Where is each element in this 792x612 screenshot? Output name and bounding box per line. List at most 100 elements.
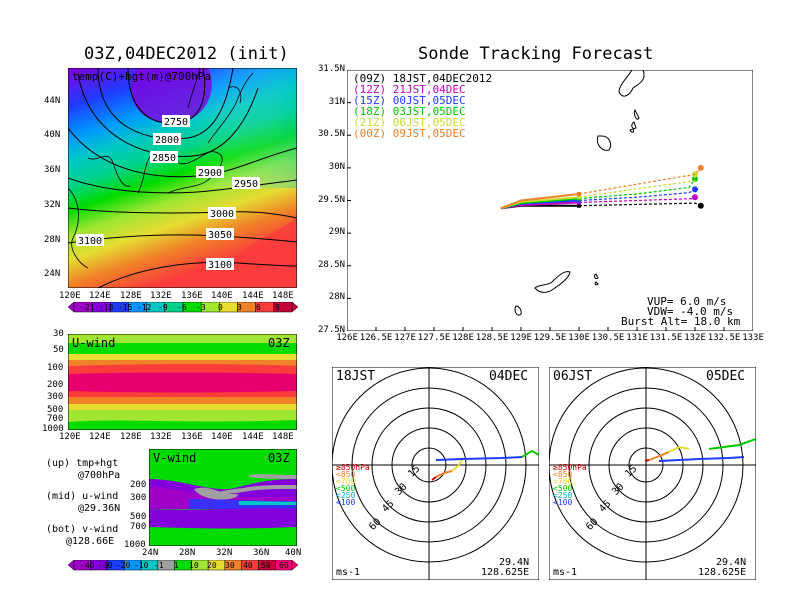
right-title: Sonde Tracking Forecast <box>418 44 654 64</box>
colorbar-tick: -30 <box>98 561 113 570</box>
contour-label: 3050 <box>208 230 232 241</box>
hodo-frame <box>549 367 756 580</box>
temp-colorbar-end-right <box>291 302 299 313</box>
lon-tick: 120E <box>59 291 81 301</box>
v-wind-panel: V-wind 03Z <box>148 448 298 547</box>
hodo-time: 06JST <box>553 369 592 384</box>
sonde-track-plot: (09Z) 18JST,04DEC2012(12Z) 21JST,04DEC(1… <box>347 70 753 331</box>
hodo-legend-entry: <700 <box>336 477 355 486</box>
colorbar-tick: -1 <box>154 561 164 570</box>
lat-tick: 32N <box>216 548 233 558</box>
track-lon-tick: 132.5E <box>707 333 741 343</box>
lon-tick: 136E <box>181 432 203 442</box>
colorbar-tick: 40 <box>243 561 253 570</box>
landing-marker <box>692 186 698 193</box>
hodo-legend-entry: <100 <box>553 498 572 507</box>
hodo-date: 05DEC <box>706 369 745 384</box>
v-wind-svg: V-wind 03Z <box>148 448 298 547</box>
hodo-legend-entry: ≥850hPa <box>336 463 370 472</box>
track-lines <box>500 164 704 210</box>
contour-label: 3100 <box>208 260 232 271</box>
hodo-trace <box>658 456 745 462</box>
p-tick: 700 <box>47 414 64 424</box>
hodo-unit: ms-1 <box>553 567 577 578</box>
hodo-legend-entry: <850 <box>336 470 355 479</box>
legend-entry: (12Z) 21JST,04DEC <box>353 83 466 96</box>
u-wind-label: U-wind <box>72 336 115 350</box>
track-lat-tick: 27.5N <box>318 325 346 335</box>
legend-entry: (09Z) 18JST,04DEC2012 <box>353 72 492 85</box>
lon-tick: 124E <box>89 291 111 301</box>
contour-labels: 2750 2800 2850 2900 2950 3000 3050 3100 … <box>76 115 260 271</box>
burst-marker <box>577 191 581 196</box>
colorbar-tick: 9 <box>275 303 280 312</box>
track-line-descent <box>578 202 702 207</box>
contour-label: 2950 <box>234 179 258 190</box>
p-tick: 700 <box>130 522 147 532</box>
islands <box>514 70 645 316</box>
p-tick: 300 <box>130 493 147 503</box>
track-lon-tick: 131E <box>626 333 648 343</box>
lon-tick: 136E <box>181 291 203 301</box>
lon-tick: 140E <box>211 291 233 301</box>
lon-tick: 124E <box>89 432 111 442</box>
lat-tick: 44N <box>44 96 61 106</box>
track-lon-tick: 133E <box>742 333 764 343</box>
track-line-descent <box>578 178 696 200</box>
colorbar-tick: -18 <box>99 303 114 312</box>
param-vdw: VDW= -4.0 m/s <box>647 305 733 318</box>
track-lon-tick: 128E <box>452 333 474 343</box>
wind-colorbar-labels: -40 -30 -20 -10 -1 1 10 20 30 40 50 60 <box>68 561 298 571</box>
landing-marker <box>697 164 704 171</box>
track-lat-tick: 29N <box>328 227 346 238</box>
hodo-frame <box>332 367 539 580</box>
track-lon-tick: 131.5E <box>649 333 683 343</box>
lon-tick: 128E <box>120 291 142 301</box>
hodo-legend-entry: <850 <box>553 470 572 479</box>
side-label-line: (up) tmp+hgt <box>46 458 119 469</box>
param-vup: VUP= 6.0 m/s <box>647 295 726 308</box>
hodo-trace <box>521 449 539 458</box>
side-label-up: (up) tmp+hgt @700hPa <box>46 458 120 482</box>
colorbar-tick: 3 <box>237 303 242 312</box>
lat-tick: 28N <box>44 235 61 245</box>
wind-colorbar <box>68 560 299 571</box>
legend-entry: (21Z) 06JST,05DEC <box>353 116 466 129</box>
colorbar-tick: 10 <box>189 561 199 570</box>
hodo-unit: ms-1 <box>336 567 360 578</box>
side-label-bot: (bot) v-wind @128.66E <box>46 524 118 548</box>
colorbar-tick: -3 <box>196 303 206 312</box>
temp-colorbar-labels: -21 -18 -15 -12 -9 -6 -3 0 3 6 9 <box>68 303 298 313</box>
map-variable-label: temp(C)+hgt(m)@700hPa <box>72 70 211 83</box>
hodo-trace <box>648 451 670 461</box>
track-line-descent <box>578 167 702 195</box>
track-lat-tick: 30N <box>328 161 346 172</box>
colorbar-tick: -21 <box>80 303 95 312</box>
p-tick: 30 <box>53 329 64 339</box>
lat-tick: 24N <box>44 269 61 279</box>
hodo-lon: 128.625E <box>481 567 529 578</box>
colorbar-tick: 6 <box>256 303 261 312</box>
lon-tick: 132E <box>150 432 172 442</box>
v-wind-time: 03Z <box>268 451 290 465</box>
contour-label: 2750 <box>164 117 188 128</box>
hodograph-right: 06JST 05DECms-129.4N128.625E15304560≥850h… <box>549 367 756 580</box>
burst-marker <box>577 203 581 208</box>
lon-tick: 140E <box>211 432 233 442</box>
colorbar-tick: 50 <box>261 561 271 570</box>
lon-tick: 144E <box>242 291 264 301</box>
track-lon-tick: 130E <box>568 333 590 343</box>
side-label-line: @700hPa <box>78 470 121 481</box>
p-tick: 200 <box>130 480 147 490</box>
colorbar-tick: -20 <box>116 561 131 570</box>
p-tick: 50 <box>53 345 64 355</box>
lat-tick: 36N <box>253 548 270 558</box>
colorbar-tick: -15 <box>118 303 133 312</box>
lon-tick: 144E <box>242 432 264 442</box>
left-title: 03Z,04DEC2012 (init) <box>84 44 289 64</box>
contour-label: 2800 <box>155 135 179 146</box>
lat-tick: 40N <box>285 548 302 558</box>
p-tick: 500 <box>47 405 64 415</box>
colorbar-tick: 60 <box>279 561 289 570</box>
cold-core <box>130 68 212 124</box>
